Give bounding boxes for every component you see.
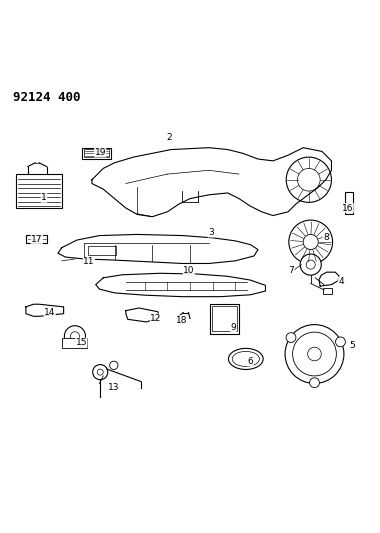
Bar — [323, 288, 332, 294]
Text: 13: 13 — [108, 383, 120, 392]
Ellipse shape — [232, 351, 260, 367]
Bar — [210, 304, 239, 334]
Text: 2: 2 — [166, 133, 172, 142]
Text: 17: 17 — [31, 235, 43, 244]
Circle shape — [293, 332, 336, 376]
Circle shape — [300, 254, 321, 275]
Circle shape — [110, 361, 118, 369]
Bar — [212, 306, 237, 332]
Text: 6: 6 — [247, 357, 253, 366]
Text: 92124 400: 92124 400 — [13, 91, 80, 104]
Text: 5: 5 — [349, 341, 355, 350]
Text: 10: 10 — [183, 266, 195, 275]
Text: 19: 19 — [95, 148, 106, 157]
Text: 9: 9 — [231, 323, 236, 332]
Text: 12: 12 — [150, 314, 162, 323]
Bar — [16, 174, 62, 208]
Text: 4: 4 — [338, 277, 344, 286]
Circle shape — [289, 220, 332, 264]
Bar — [345, 192, 353, 214]
Circle shape — [70, 332, 79, 341]
Text: 11: 11 — [83, 257, 95, 266]
Circle shape — [298, 168, 320, 191]
Text: 18: 18 — [176, 316, 187, 325]
Text: 15: 15 — [76, 338, 87, 347]
Circle shape — [336, 337, 345, 347]
Circle shape — [285, 325, 344, 383]
Text: 7: 7 — [288, 266, 294, 275]
Bar — [82, 148, 111, 159]
Bar — [62, 338, 87, 348]
Circle shape — [306, 260, 315, 269]
Bar — [88, 246, 116, 255]
Text: 3: 3 — [208, 228, 214, 237]
Text: 16: 16 — [342, 204, 353, 213]
Ellipse shape — [228, 349, 263, 369]
Text: 1: 1 — [41, 193, 47, 203]
Bar — [84, 149, 109, 157]
Text: 8: 8 — [323, 232, 329, 241]
Circle shape — [286, 333, 296, 343]
Circle shape — [64, 326, 86, 347]
Circle shape — [310, 378, 319, 387]
Circle shape — [93, 365, 108, 379]
Bar — [26, 235, 47, 243]
Text: 14: 14 — [44, 308, 55, 317]
Circle shape — [303, 235, 318, 249]
Circle shape — [286, 157, 331, 203]
Circle shape — [97, 369, 103, 375]
Circle shape — [308, 347, 321, 361]
